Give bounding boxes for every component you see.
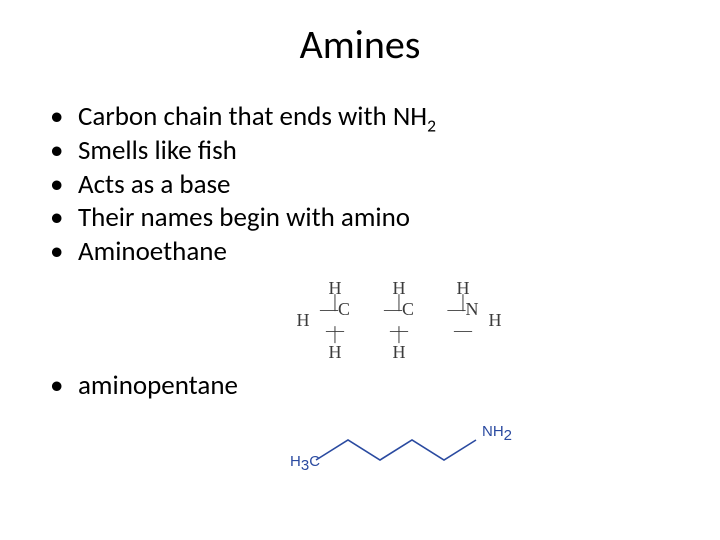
bullet-item: Aminoethane	[44, 235, 676, 269]
atom-cell: H	[482, 310, 508, 331]
bullet-list-top: Carbon chain that ends with NH2 Smells l…	[44, 100, 676, 269]
left-end-label: H3C	[290, 453, 320, 474]
bullet-text: Acts as a base	[78, 168, 231, 201]
bond-horizontal: —	[448, 299, 466, 319]
structural-formula-aminoethane: H H H │ │ │ H —C— —C—	[290, 278, 508, 362]
right-end-label: NH2	[482, 423, 512, 444]
skeletal-svg: H3C NH2	[290, 420, 550, 480]
atom-label: C	[402, 299, 414, 319]
bullet-item: aminopentane	[44, 369, 676, 403]
atom-label: N	[466, 299, 479, 319]
bullet-text: aminopentane	[78, 369, 238, 402]
formula-row: H H	[290, 342, 508, 362]
atom-cell: —N—	[444, 299, 482, 341]
skeletal-formula-aminopentane: H3C NH2	[290, 420, 550, 480]
bond-horizontal: —	[454, 320, 472, 340]
atom-label: C	[338, 299, 350, 319]
bond-polyline	[316, 440, 476, 460]
bond-vertical: │	[380, 330, 418, 342]
bullet-item: Acts as a base	[44, 168, 676, 202]
atom-cell: H	[290, 310, 316, 331]
formula-row: H —C— —C— —N— H	[290, 310, 508, 330]
bond-vertical: │	[316, 330, 354, 342]
bullet-text: Aminoethane	[78, 235, 227, 268]
slide-title: Amines	[0, 20, 720, 69]
bond-horizontal: —	[384, 299, 402, 319]
bullet-item: Smells like fish	[44, 134, 676, 168]
bullet-text: Carbon chain that ends with NH	[78, 100, 427, 133]
bullet-list-bottom: aminopentane	[44, 369, 676, 403]
bullet-text: Smells like fish	[78, 134, 237, 167]
bullet-item: Their names begin with amino	[44, 201, 676, 235]
slide: Amines Carbon chain that ends with NH2 S…	[0, 0, 720, 540]
formula-row: H H H	[290, 278, 508, 298]
atom-cell: H	[316, 342, 354, 363]
bond-horizontal: —	[320, 299, 338, 319]
bullet-text: Their names begin with amino	[78, 201, 410, 234]
bullet-item: Carbon chain that ends with NH2	[44, 100, 676, 134]
atom-cell: H	[380, 342, 418, 363]
